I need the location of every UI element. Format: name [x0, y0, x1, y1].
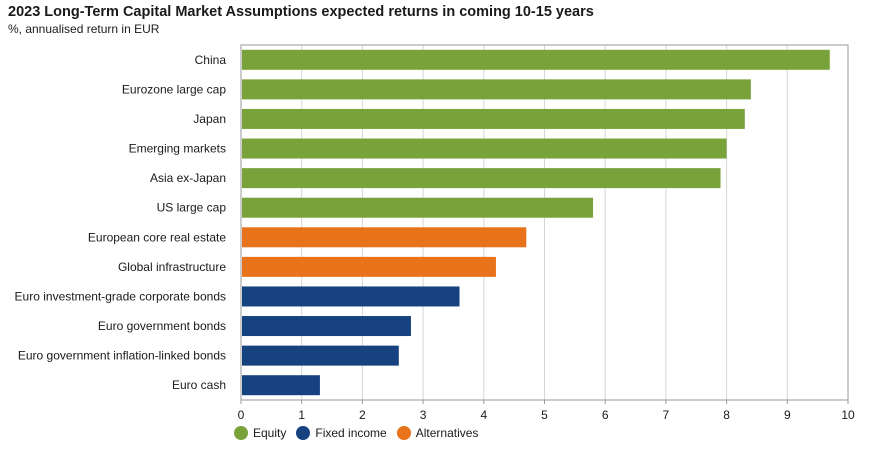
- chart-legend: Equity Fixed income Alternatives: [234, 426, 488, 440]
- category-label: European core real estate: [88, 230, 226, 244]
- bar: [242, 316, 411, 337]
- bar: [242, 286, 460, 307]
- tick-label: 7: [663, 408, 670, 422]
- category-label: Japan: [193, 112, 226, 126]
- category-label: Euro cash: [172, 378, 226, 392]
- category-label: Global infrastructure: [118, 260, 226, 274]
- tick-label: 6: [602, 408, 609, 422]
- tick-label: 2: [359, 408, 366, 422]
- category-label: Eurozone large cap: [122, 82, 226, 96]
- tick-label: 1: [298, 408, 305, 422]
- legend-item-fixed-income: Fixed income: [296, 426, 387, 440]
- category-label: Euro government bonds: [98, 319, 226, 333]
- bar: [242, 227, 527, 248]
- legend-label-equity: Equity: [253, 426, 287, 440]
- legend-swatch-equity: [234, 426, 248, 440]
- tick-label: 10: [841, 408, 855, 422]
- bar: [242, 138, 727, 159]
- category-label: Emerging markets: [129, 142, 226, 156]
- legend-swatch-fixed-income: [296, 426, 311, 440]
- bar: [242, 197, 594, 218]
- legend-label-alternatives: Alternatives: [415, 426, 479, 440]
- category-label: Euro government inflation-linked bonds: [18, 349, 226, 363]
- tick-label: 0: [238, 408, 245, 422]
- legend-item-equity: Equity: [234, 426, 286, 440]
- category-label: Euro investment-grade corporate bonds: [15, 289, 226, 303]
- chart-title: 2023 Long-Term Capital Market Assumption…: [8, 4, 594, 20]
- chart-subtitle: %, annualised return in EUR: [8, 22, 160, 36]
- tick-label: 8: [723, 408, 730, 422]
- legend-item-alternatives: Alternatives: [396, 426, 479, 440]
- bar: [242, 345, 399, 366]
- bar: [242, 256, 496, 277]
- tick-label: 9: [784, 408, 791, 422]
- bar: [242, 168, 721, 189]
- tick-label: 5: [541, 408, 548, 422]
- category-label: US large cap: [157, 201, 227, 215]
- legend-label-fixed-income: Fixed income: [315, 426, 387, 440]
- tick-label: 3: [420, 408, 427, 422]
- category-label: China: [195, 53, 227, 67]
- bar: [242, 375, 320, 396]
- legend-swatch-alternatives: [396, 426, 411, 440]
- bar: [242, 49, 830, 70]
- tick-label: 4: [480, 408, 487, 422]
- bar: [242, 108, 745, 129]
- bar: [242, 79, 751, 100]
- category-label: Asia ex-Japan: [150, 171, 226, 185]
